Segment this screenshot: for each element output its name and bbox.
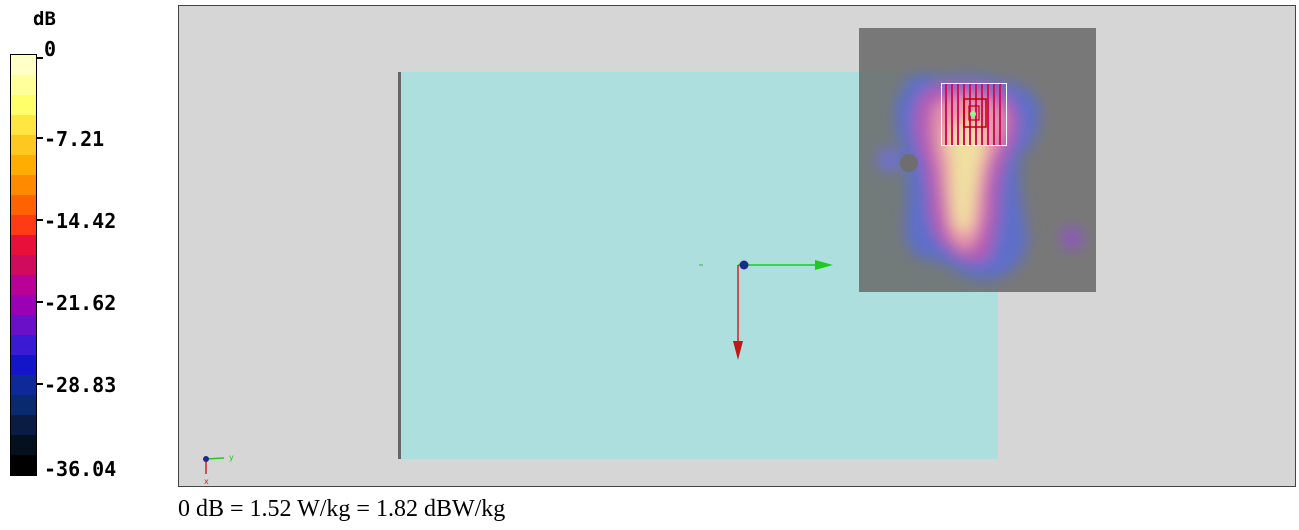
- color-scale-segment: [11, 135, 36, 156]
- color-scale-segment: [11, 315, 36, 336]
- legend-unit-label: dB: [33, 8, 56, 30]
- antenna-outline: [941, 83, 1007, 146]
- sar-hotspot-field: [877, 74, 1084, 280]
- color-scale-segment: [11, 115, 36, 136]
- color-scale-segment: [11, 75, 36, 96]
- legend-tick: [37, 383, 43, 385]
- legend-tick-label: -14.42: [44, 209, 117, 233]
- color-scale-segment: [11, 155, 36, 176]
- legend-tick-label: -28.83: [44, 373, 117, 397]
- color-scale-segment: [11, 334, 36, 356]
- color-scale-segment: [11, 194, 36, 216]
- sar-heatmap: [877, 74, 1084, 280]
- color-scale-segment: [11, 55, 36, 76]
- color-scale-segment: [11, 295, 36, 316]
- legend-tick-label: -21.62: [44, 291, 117, 315]
- color-scale-segment: [11, 455, 36, 476]
- legend-tick-label: -36.04: [44, 457, 117, 481]
- legend-tick-label: -7.21: [44, 127, 105, 151]
- color-scale-segment: [11, 435, 36, 456]
- sar-scan-area: [859, 28, 1096, 292]
- legend-tick: [37, 137, 43, 139]
- legend-tick-label: 0: [44, 37, 57, 61]
- color-scale-segment: [11, 235, 36, 256]
- phantom-edge: [398, 72, 401, 459]
- antenna-grid: [945, 84, 1001, 145]
- color-scale-segment: [11, 255, 36, 276]
- color-scale-segment: [11, 275, 36, 296]
- color-scale-bar: [10, 54, 37, 476]
- color-scale-segment: [11, 355, 36, 376]
- color-scale-segment: [11, 415, 36, 436]
- color-scale-segment: [11, 395, 36, 416]
- color-scale-segment: [11, 215, 36, 236]
- legend-tick: [37, 57, 43, 59]
- legend-tick: [37, 219, 43, 221]
- reference-level-caption: 0 dB = 1.52 W/kg = 1.82 dBW/kg: [178, 496, 506, 522]
- color-scale-segment: [11, 375, 36, 396]
- color-scale-segment: [11, 95, 36, 116]
- color-scale-segment: [11, 175, 36, 196]
- legend-tick: [37, 301, 43, 303]
- heatmap-cold-spot: [900, 154, 918, 172]
